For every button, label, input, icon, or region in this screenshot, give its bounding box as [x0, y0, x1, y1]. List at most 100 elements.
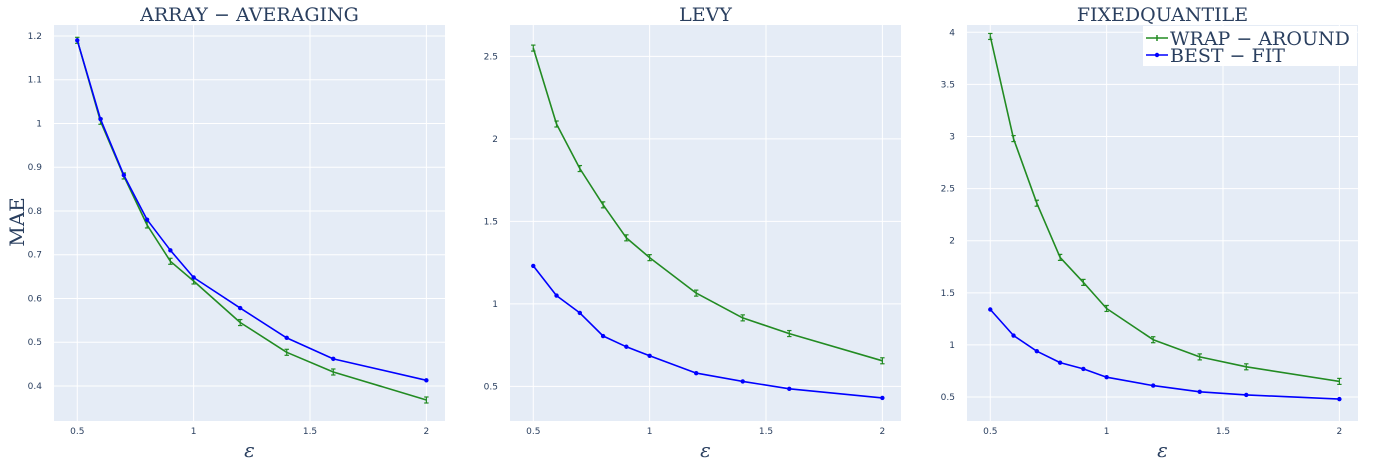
data-point-best-fit [1150, 383, 1156, 388]
y-tick-label: 3 [949, 133, 955, 143]
x-tick-label: 2 [424, 427, 430, 437]
y-tick-label: 2 [492, 135, 498, 145]
data-point-best-fit [75, 38, 80, 43]
y-tick-label: 0.4 [28, 382, 43, 392]
data-point-wrap-around [624, 234, 629, 242]
x-axis-title: ε [244, 438, 255, 462]
y-tick-label: 1.2 [28, 32, 42, 42]
data-point-best-fit [1104, 375, 1109, 380]
data-point-best-fit [121, 172, 127, 178]
data-point-wrap-around [331, 368, 336, 376]
y-tick-label: 1.5 [941, 289, 955, 299]
data-point-wrap-around [1337, 377, 1342, 385]
data-point-best-fit [144, 217, 150, 222]
x-tick-label: 0.5 [70, 427, 84, 437]
data-point-best-fit [624, 344, 629, 349]
legend-label-best-fit: BEST − FIT [1170, 45, 1285, 67]
data-point-wrap-around [577, 164, 583, 173]
series-line-wrap-around [532, 47, 883, 362]
data-point-wrap-around [168, 257, 173, 265]
series-line-best-fit [76, 40, 427, 382]
x-tick-label: 1.5 [303, 427, 317, 437]
data-point-wrap-around [1104, 304, 1109, 313]
plot-background [967, 25, 1358, 421]
data-point-best-fit [1081, 366, 1086, 372]
data-point-wrap-around [284, 348, 289, 356]
data-point-wrap-around [1150, 336, 1156, 344]
y-tick-label: 4 [949, 28, 955, 38]
data-point-best-fit [331, 356, 336, 362]
series-line-wrap-around [989, 36, 1340, 383]
data-point-wrap-around [787, 329, 792, 338]
y-tick-label: 0.6 [28, 294, 43, 304]
data-point-wrap-around [554, 120, 559, 128]
legend-background [1143, 26, 1357, 66]
data-point-wrap-around [1197, 353, 1202, 361]
data-point-wrap-around [988, 32, 993, 41]
data-point-best-fit [168, 248, 173, 253]
x-tick-label: 1 [1104, 427, 1110, 437]
data-point-wrap-around [1244, 363, 1249, 371]
x-tick-label: 0.5 [526, 427, 540, 437]
data-point-best-fit [531, 263, 536, 269]
subplots: 0.5 1 1.5 2 0.4 0.5 0.6 0.7 0.8 0.9 1 1.1 1.2 ARRAY −… [28, 4, 1358, 462]
y-tick-label: 1.5 [484, 217, 498, 227]
subplot-3: 0.5 1 1.5 2 0.5 1 1.5 2 2.5 3 3.5 4 FIXEDQUANTILE ε [941, 4, 1358, 462]
data-point-best-fit [554, 293, 559, 298]
y-tick-label: 1.1 [28, 76, 42, 86]
legend: WRAP − AROUND BEST − FIT [1143, 26, 1357, 67]
data-point-best-fit [740, 379, 745, 384]
data-point-best-fit [880, 395, 885, 401]
x-axis-title: ε [1157, 438, 1168, 462]
y-tick-label: 0.8 [28, 207, 43, 217]
data-point-best-fit [600, 333, 606, 339]
plot-background [510, 25, 901, 421]
x-tick-label: 1 [191, 427, 197, 437]
plot-background [54, 25, 445, 421]
x-tick-label: 1.5 [759, 427, 773, 437]
y-tick-label: 1 [949, 341, 955, 351]
data-point-wrap-around [1057, 253, 1063, 261]
data-point-wrap-around [693, 289, 699, 297]
data-point-best-fit [1011, 333, 1016, 338]
x-tick-label: 2 [1337, 427, 1343, 437]
x-tick-label: 1.5 [1216, 427, 1230, 437]
data-point-wrap-around [1034, 199, 1040, 207]
data-point-best-fit [787, 386, 792, 392]
data-point-best-fit [577, 310, 583, 316]
data-point-wrap-around [600, 201, 606, 209]
data-point-best-fit [284, 335, 289, 341]
data-point-best-fit [237, 305, 243, 311]
data-point-best-fit [693, 370, 699, 376]
y-tick-label: 2.5 [941, 185, 955, 195]
series-line-best-fit [989, 308, 1340, 400]
y-axis-title-group: MAE [5, 197, 29, 247]
legend-marker-best-fit [1154, 52, 1160, 58]
y-tick-label: 0.9 [28, 163, 43, 173]
y-tick-label: 0.5 [484, 382, 498, 392]
y-tick-label: 2 [949, 237, 955, 247]
y-tick-label: 3.5 [941, 80, 955, 90]
data-point-best-fit [1337, 396, 1342, 402]
series-line-best-fit [532, 265, 883, 399]
y-tick-label: 1 [492, 300, 498, 310]
data-point-best-fit [1244, 392, 1249, 398]
data-point-best-fit [647, 353, 652, 359]
data-point-best-fit [98, 116, 103, 122]
data-point-best-fit [988, 307, 993, 312]
data-point-best-fit [424, 378, 429, 383]
y-tick-label: 2.5 [484, 52, 498, 62]
data-point-wrap-around [237, 318, 243, 327]
data-point-best-fit [1057, 360, 1063, 365]
y-axis-title: MAE [5, 197, 29, 247]
data-point-wrap-around [424, 396, 429, 404]
data-point-best-fit [1197, 389, 1202, 395]
x-tick-label: 0.5 [983, 427, 997, 437]
data-point-wrap-around [740, 314, 745, 322]
x-tick-label: 1 [647, 427, 653, 437]
data-point-wrap-around [647, 254, 652, 262]
subplot-2: 0.5 1 1.5 2 0.5 1 1.5 2 2.5 LEVY ε [484, 4, 901, 462]
x-tick-label: 2 [880, 427, 886, 437]
data-point-wrap-around [880, 357, 885, 365]
